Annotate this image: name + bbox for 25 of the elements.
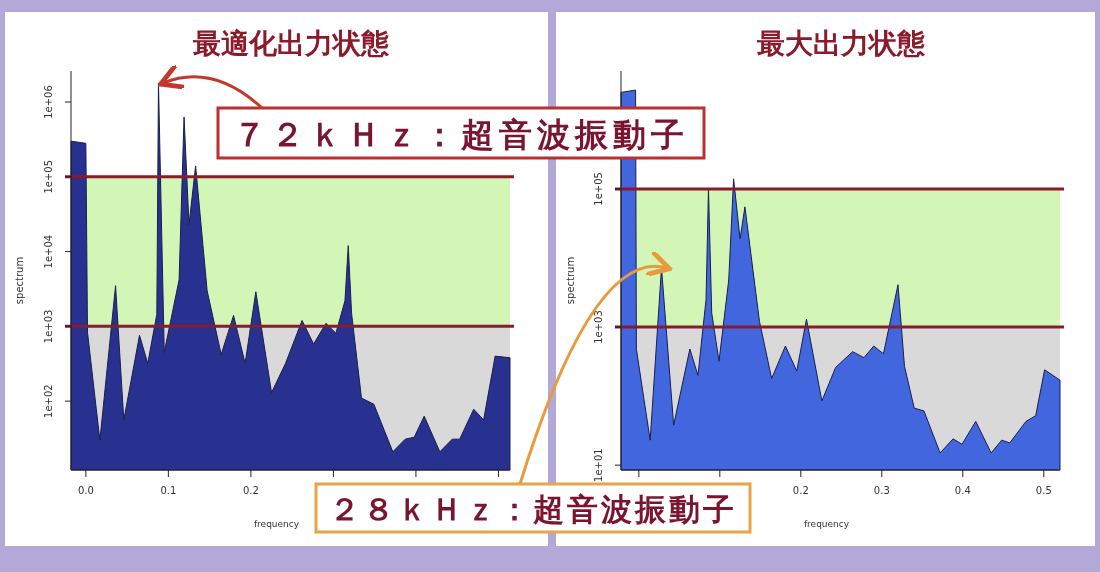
x-tick-label: 0.5 [1035,485,1052,496]
y-tick-label: 1e+05 [593,172,605,206]
x-axis-title: frequency [253,519,300,529]
y-tick-label: 1e+03 [593,310,605,344]
y-tick-label: 1e+06 [43,85,55,119]
x-tick-label: 0.2 [242,485,259,496]
annotation: ２８ｋＨｚ：超音波振動子 [329,491,737,527]
y-axis-title: spectrum [14,256,25,305]
y-tick-label: 1e+02 [43,384,55,418]
y-tick-label: 1e+01 [593,448,605,482]
annotation: ７２ｋＨｚ：超音波振動子 [216,106,706,160]
annotation: ７２ｋＨｚ：超音波振動子 [233,114,689,154]
chart-title: 最適化出力状態 [191,27,390,60]
y-tick-label: 1e+03 [43,309,55,344]
x-tick-label: 0.2 [792,485,809,496]
x-tick-label: 0.4 [954,485,971,496]
x-tick-label: 0.3 [873,485,890,496]
x-axis-title: frequency [803,519,850,529]
x-tick-label: 0.0 [77,485,94,496]
annotation: ２８ｋＨｚ：超音波振動子 [314,482,752,534]
y-axis-title: spectrum [565,256,576,305]
x-tick-label: 0.1 [160,485,177,496]
chart-title: 最大出力状態 [755,27,926,60]
y-tick-label: 1e+04 [43,234,55,269]
y-tick-label: 1e+05 [43,160,55,194]
